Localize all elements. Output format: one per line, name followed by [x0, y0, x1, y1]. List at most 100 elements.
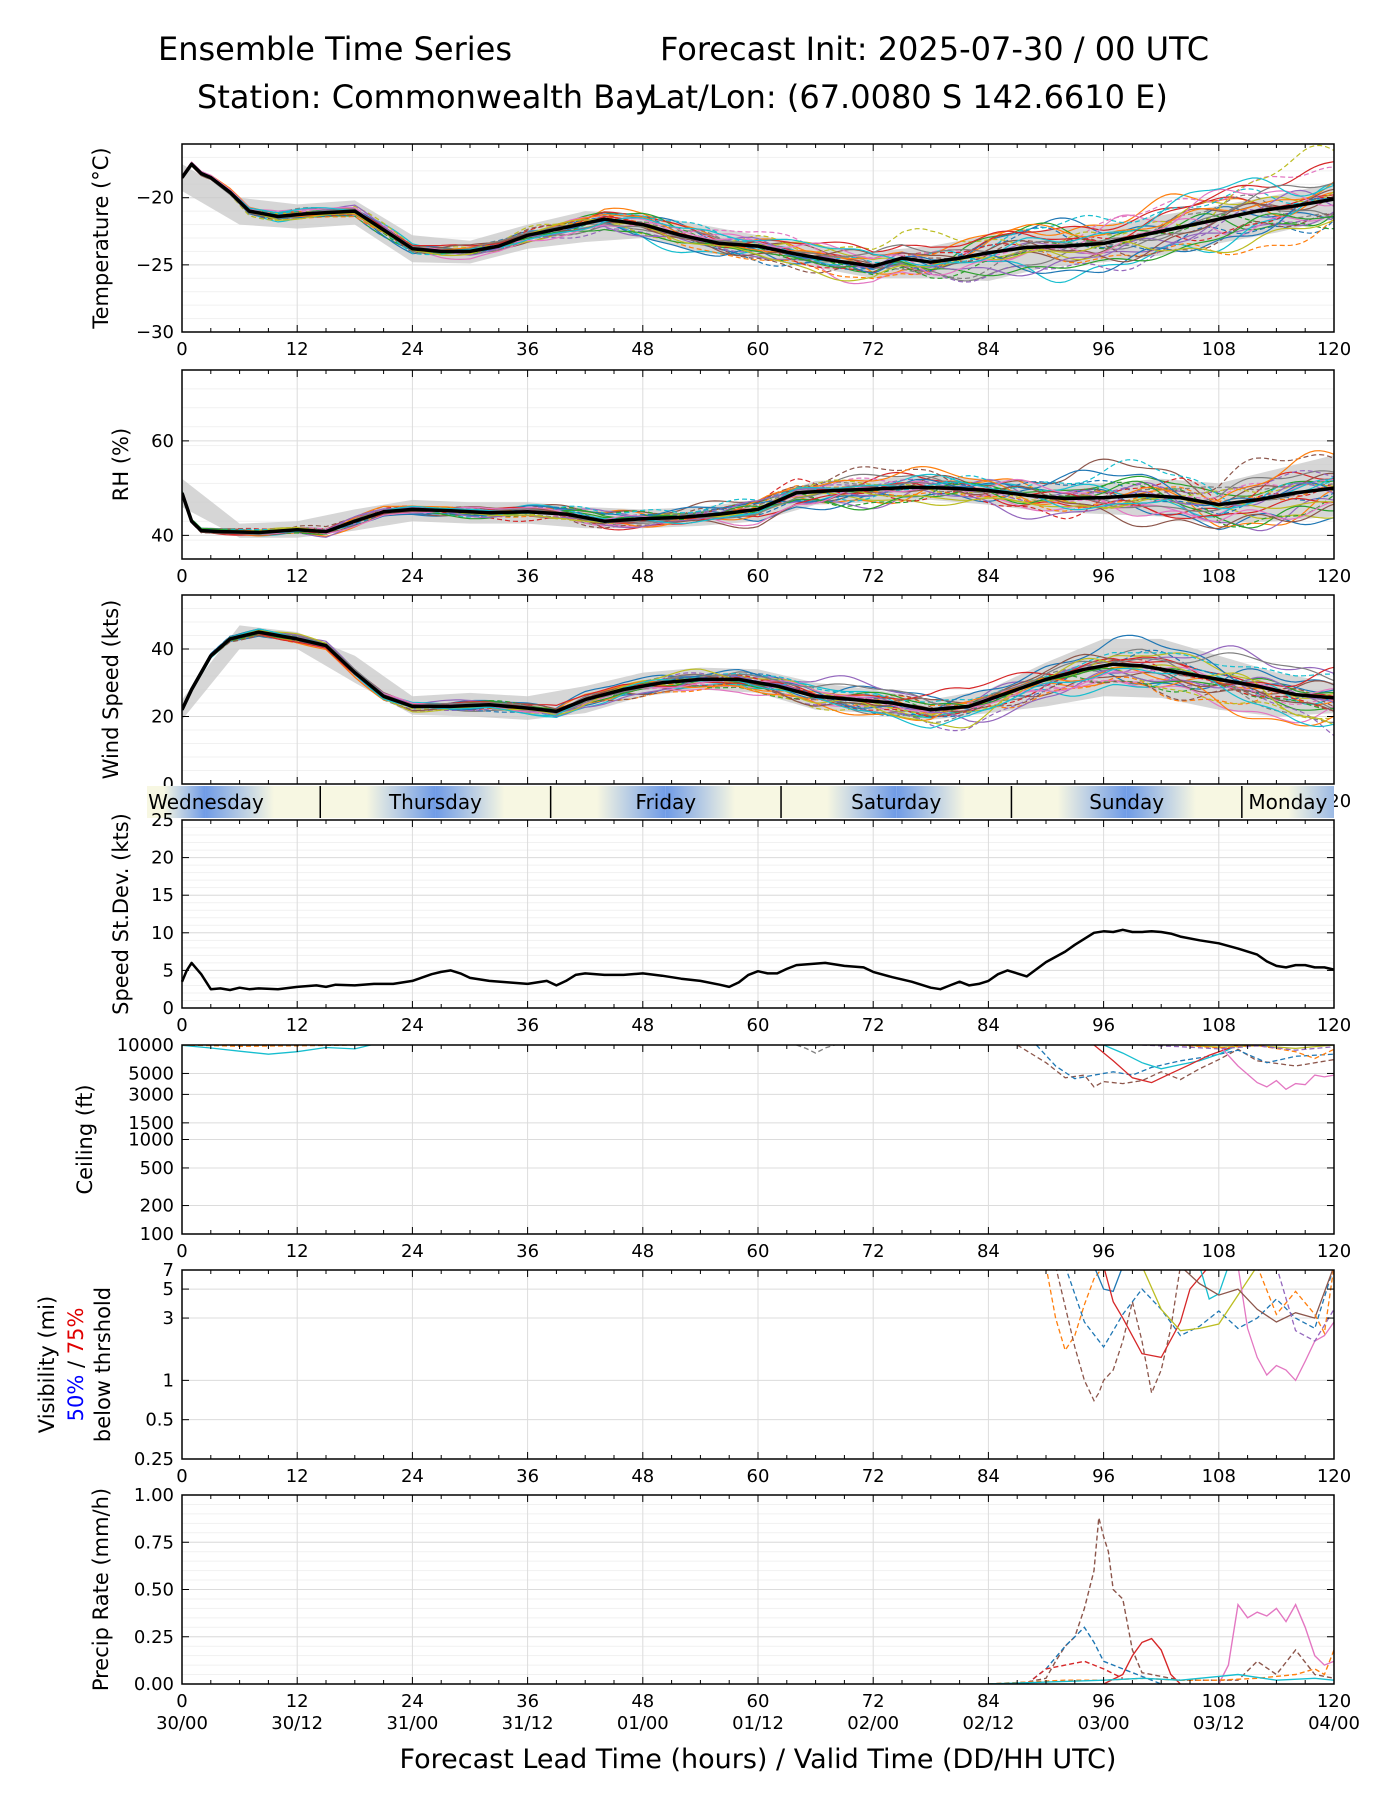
x-tick-label: 96: [1092, 1466, 1115, 1487]
x-tick-label: 36: [516, 1015, 539, 1036]
visibility-member-line: [1183, 1270, 1334, 1323]
x-tick-label: 84: [977, 1691, 1000, 1712]
below-threshold-label: below thrshold: [91, 1287, 115, 1442]
x-tick-label: 84: [977, 1015, 1000, 1036]
x-tick-label: 48: [631, 1015, 654, 1036]
x-tick-label: 0: [176, 566, 187, 587]
visibility-member-line: [1200, 1270, 1228, 1300]
valid-time-label: 30/12: [271, 1713, 323, 1734]
y-tick-label: 0.25: [134, 1449, 174, 1470]
x-tick-label: 48: [631, 339, 654, 360]
x-tick-label: 84: [977, 339, 1000, 360]
ceiling-axis-label: Ceiling (ft): [73, 1084, 97, 1194]
y-tick-label: 1500: [128, 1113, 174, 1134]
x-tick-label: 48: [631, 1691, 654, 1712]
day-band: [1126, 786, 1334, 818]
y-tick-label: 10000: [117, 1035, 174, 1056]
visibility-threshold-label: 50% / 75%: [64, 1308, 88, 1422]
valid-time-label: 02/00: [847, 1713, 899, 1734]
valid-time-label: 30/00: [156, 1713, 208, 1734]
x-tick-label: 0: [176, 1691, 187, 1712]
ceiling-member-line: [1093, 1045, 1239, 1084]
ceiling-member-line: [1218, 1045, 1334, 1091]
x-tick-label: 108: [1202, 1691, 1236, 1712]
ensemble-member-line: [182, 162, 1334, 282]
visibility-member-line: [1094, 1270, 1123, 1293]
x-tick-label: 0: [176, 1241, 187, 1262]
y-tick-label: 3: [163, 1308, 174, 1329]
visibility-axis-label: Visibility (mi): [35, 1296, 59, 1433]
y-tick-label: 10: [151, 923, 174, 944]
x-tick-label: 96: [1092, 1015, 1115, 1036]
visibility-member-line: [1143, 1270, 1256, 1332]
precip-member-line: [1103, 1637, 1181, 1684]
y-tick-label: 40: [151, 639, 174, 660]
x-tick-label: 108: [1202, 1015, 1236, 1036]
ensemble-member-line: [182, 163, 1334, 280]
ensemble-member-line: [182, 482, 1334, 534]
x-tick-label: 96: [1092, 566, 1115, 587]
x-tick-label: 72: [862, 339, 885, 360]
y-tick-label: 0: [163, 774, 174, 795]
ceiling-member-line: [796, 1045, 835, 1054]
y-tick-label: 5: [163, 1279, 174, 1300]
chart-title: Ensemble Time Series: [158, 30, 512, 68]
visibility-member-line: [1237, 1270, 1334, 1382]
x-tick-label: 48: [631, 1466, 654, 1487]
y-tick-label: 25: [151, 810, 174, 831]
y-tick-label: −25: [136, 255, 174, 276]
ceiling-member-line: [1103, 1045, 1239, 1070]
x-tick-label: 36: [516, 339, 539, 360]
visibility-member-line: [1258, 1270, 1334, 1336]
y-tick-label: 20: [151, 707, 174, 728]
valid-time-label: 01/12: [732, 1713, 784, 1734]
x-tick-label: 72: [862, 1466, 885, 1487]
valid-time-label: 04/00: [1308, 1713, 1360, 1734]
x-tick-label: 0: [176, 339, 187, 360]
x-tick-label: 48: [631, 1241, 654, 1262]
x-tick-label: 120: [1317, 566, 1351, 587]
day-label: Wednesday: [148, 790, 264, 814]
y-tick-label: 7: [163, 1260, 174, 1281]
x-tick-label: 120: [1317, 1691, 1351, 1712]
x-tick-label: 36: [516, 1691, 539, 1712]
x-tick-label: 12: [286, 339, 309, 360]
x-tick-label: 60: [747, 1691, 770, 1712]
y-tick-label: 0: [163, 998, 174, 1019]
spread-band: [182, 625, 1334, 720]
x-tick-label: 24: [401, 339, 424, 360]
day-label: Friday: [636, 790, 697, 814]
precip-member-line: [1026, 1660, 1124, 1684]
ensemble-mean-line: [182, 630, 1334, 714]
x-tick-label: 36: [516, 1466, 539, 1487]
x-tick-label: 72: [862, 566, 885, 587]
y-tick-label: 500: [140, 1158, 174, 1179]
forecast-init-label: Forecast Init: 2025-07-30 / 00 UTC: [660, 30, 1210, 68]
visibility-member-line: [1046, 1270, 1102, 1352]
ensemble-member-line: [182, 163, 1334, 272]
stdev-line: [180, 928, 1335, 992]
x-axis-label: Forecast Lead Time (hours) / Valid Time …: [400, 1744, 1117, 1775]
ensemble-member-line: [182, 163, 1334, 277]
y-tick-label: 40: [151, 525, 174, 546]
y-tick-label: 0.25: [134, 1627, 174, 1648]
valid-time-label: 02/12: [962, 1713, 1014, 1734]
day-label: Monday: [1248, 790, 1327, 814]
rh-axis-label: RH (%): [109, 428, 133, 501]
day-band: [147, 786, 206, 818]
visibility-member-line: [1065, 1270, 1334, 1349]
x-tick-label: 0: [176, 1466, 187, 1487]
ensemble-mean-line: [182, 485, 1334, 535]
x-tick-label: 12: [286, 566, 309, 587]
x-tick-label: 96: [1092, 1241, 1115, 1262]
pct75-label: 75%: [64, 1308, 88, 1355]
y-tick-label: 0.00: [134, 1674, 174, 1695]
y-tick-label: 3000: [128, 1084, 174, 1105]
precip-member-line: [988, 1517, 1334, 1684]
x-tick-label: 120: [1317, 1241, 1351, 1262]
y-tick-label: 5: [163, 960, 174, 981]
x-tick-label: 12: [286, 1241, 309, 1262]
latlon-label: Lat/Lon: (67.0080 S 142.6610 E): [648, 78, 1168, 116]
y-tick-label: 15: [151, 885, 174, 906]
